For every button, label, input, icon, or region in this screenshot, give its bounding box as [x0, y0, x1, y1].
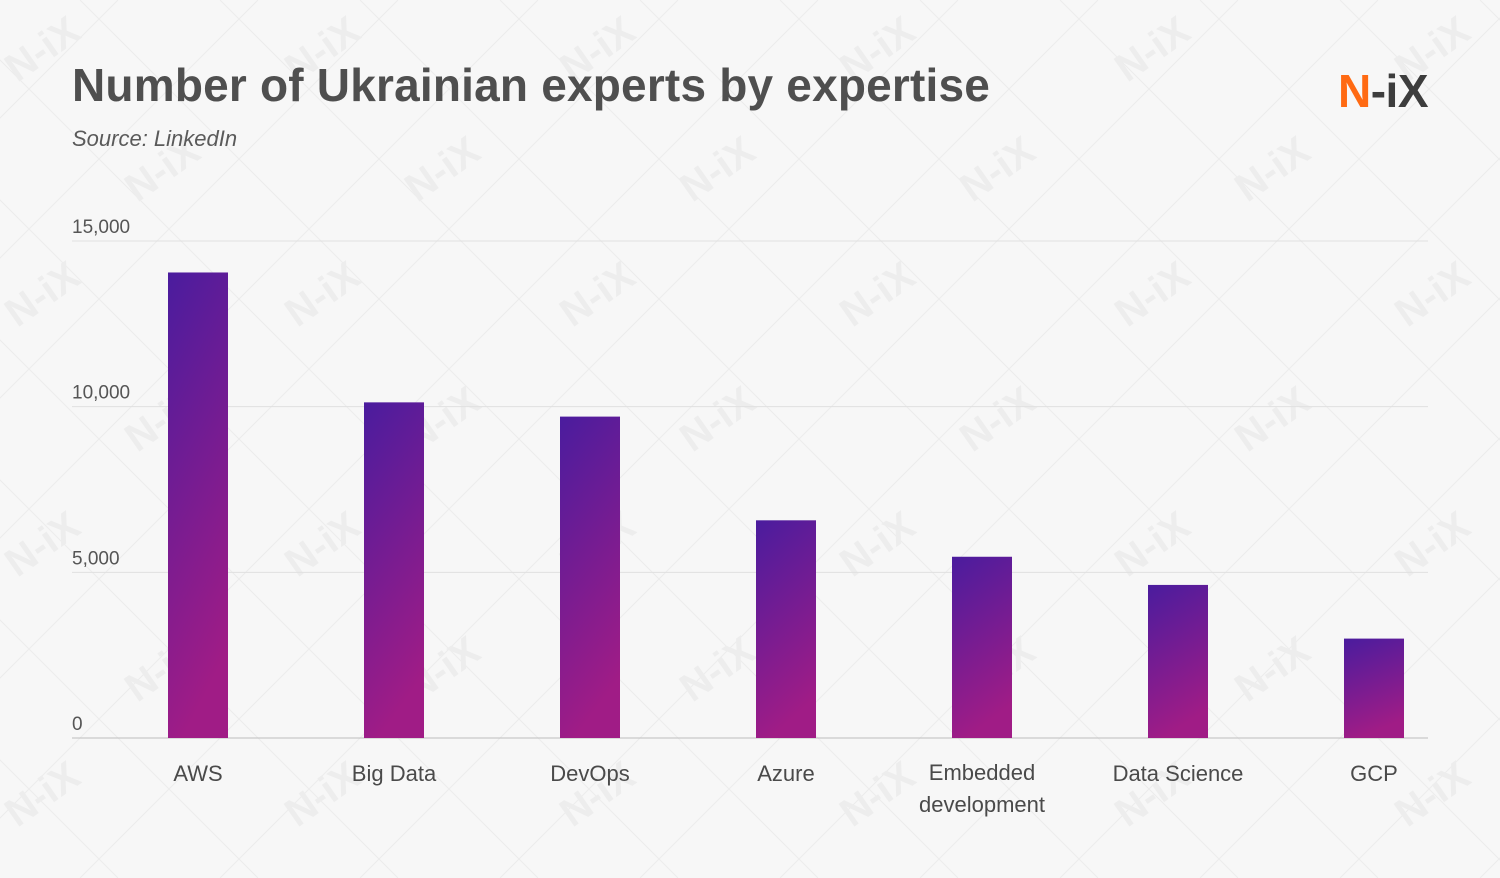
logo-rest: -iX [1370, 65, 1429, 117]
logo-n: N [1337, 65, 1371, 117]
bar-devops [560, 416, 620, 738]
x-category-label: Azure [757, 761, 814, 786]
x-category-label: Embedded development [919, 760, 1045, 817]
y-tick-label: 15,000 [72, 217, 130, 238]
bar-aws [168, 272, 228, 738]
bar-gcp [1344, 638, 1404, 738]
n-ix-logo: N-iX [1337, 64, 1429, 118]
bar-data-science [1148, 584, 1208, 738]
y-tick-label: 0 [72, 714, 83, 735]
bar-azure [756, 520, 816, 738]
chart-source: Source: LinkedIn [72, 126, 238, 151]
chart-title: Number of Ukrainian experts by expertise [72, 59, 991, 111]
x-category-label: AWS [173, 761, 222, 786]
bar-big-data [364, 402, 424, 738]
y-tick-label: 5,000 [72, 548, 120, 569]
x-category-label: Big Data [352, 761, 437, 786]
bar-embedded-development [952, 556, 1012, 738]
x-category-label: Data Science [1113, 761, 1244, 786]
x-category-label: DevOps [550, 761, 629, 786]
x-category-label: GCP [1350, 761, 1398, 786]
y-tick-label: 10,000 [72, 383, 130, 404]
